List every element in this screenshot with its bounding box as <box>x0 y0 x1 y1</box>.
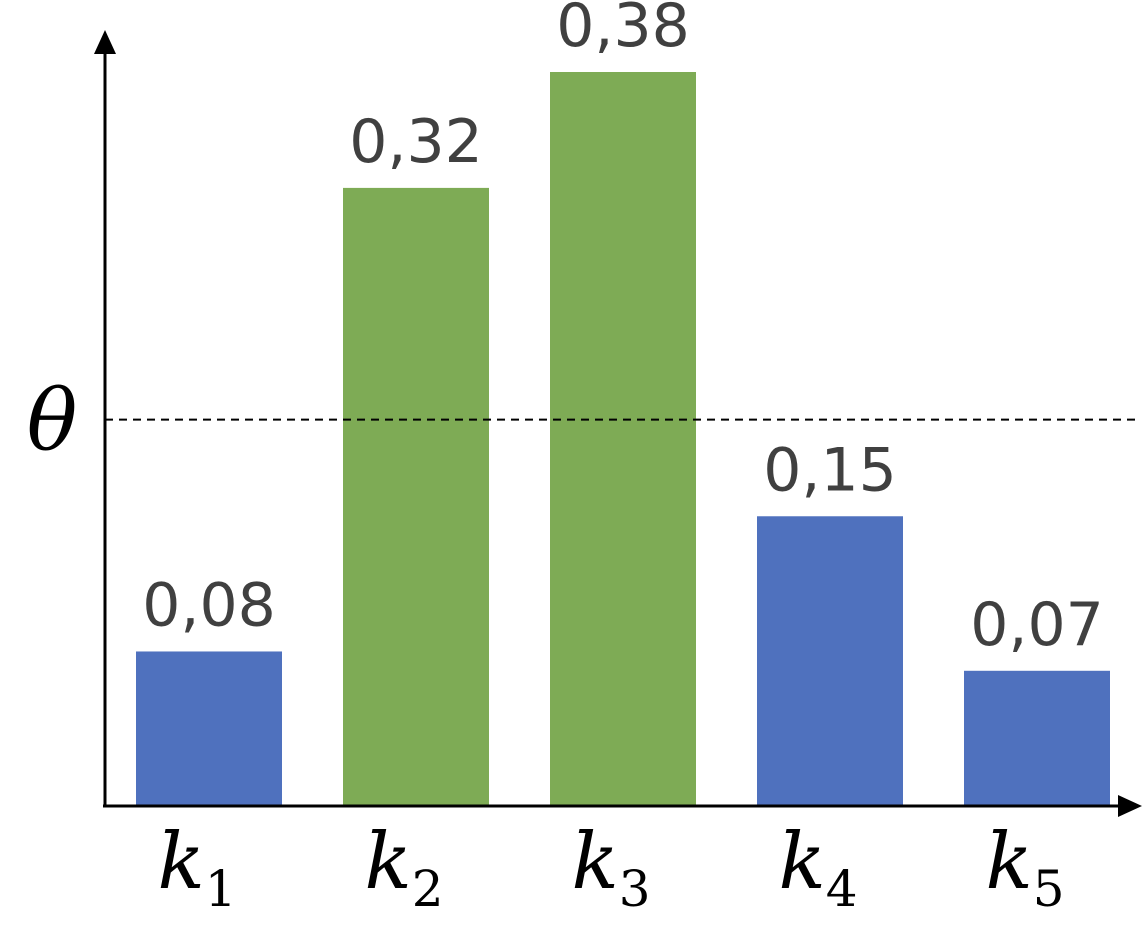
value-label-4: 0,15 <box>763 435 897 505</box>
bar-1 <box>136 651 282 806</box>
x-axis-arrow <box>1118 795 1142 817</box>
category-label-5: k5 <box>985 817 1064 918</box>
value-label-5: 0,07 <box>970 590 1104 660</box>
value-label-1: 0,08 <box>142 570 276 640</box>
value-labels-group: 0,08 0,32 0,38 0,15 0,07 <box>142 0 1104 660</box>
bar-2 <box>343 187 489 807</box>
bar-3 <box>550 72 696 806</box>
category-label-2: k2 <box>364 817 443 918</box>
threshold-label: θ <box>27 372 78 470</box>
y-axis-arrow <box>94 30 116 54</box>
category-label-1: k1 <box>157 817 236 918</box>
category-label-3: k3 <box>571 817 650 918</box>
bar-4 <box>757 516 903 806</box>
value-label-2: 0,32 <box>349 107 483 177</box>
bars-group <box>136 72 1110 807</box>
category-label-4: k4 <box>778 817 857 918</box>
category-labels-group: k1 k2 k3 k4 k5 <box>157 817 1064 918</box>
bar-5 <box>964 670 1110 806</box>
value-label-3: 0,38 <box>556 0 690 61</box>
